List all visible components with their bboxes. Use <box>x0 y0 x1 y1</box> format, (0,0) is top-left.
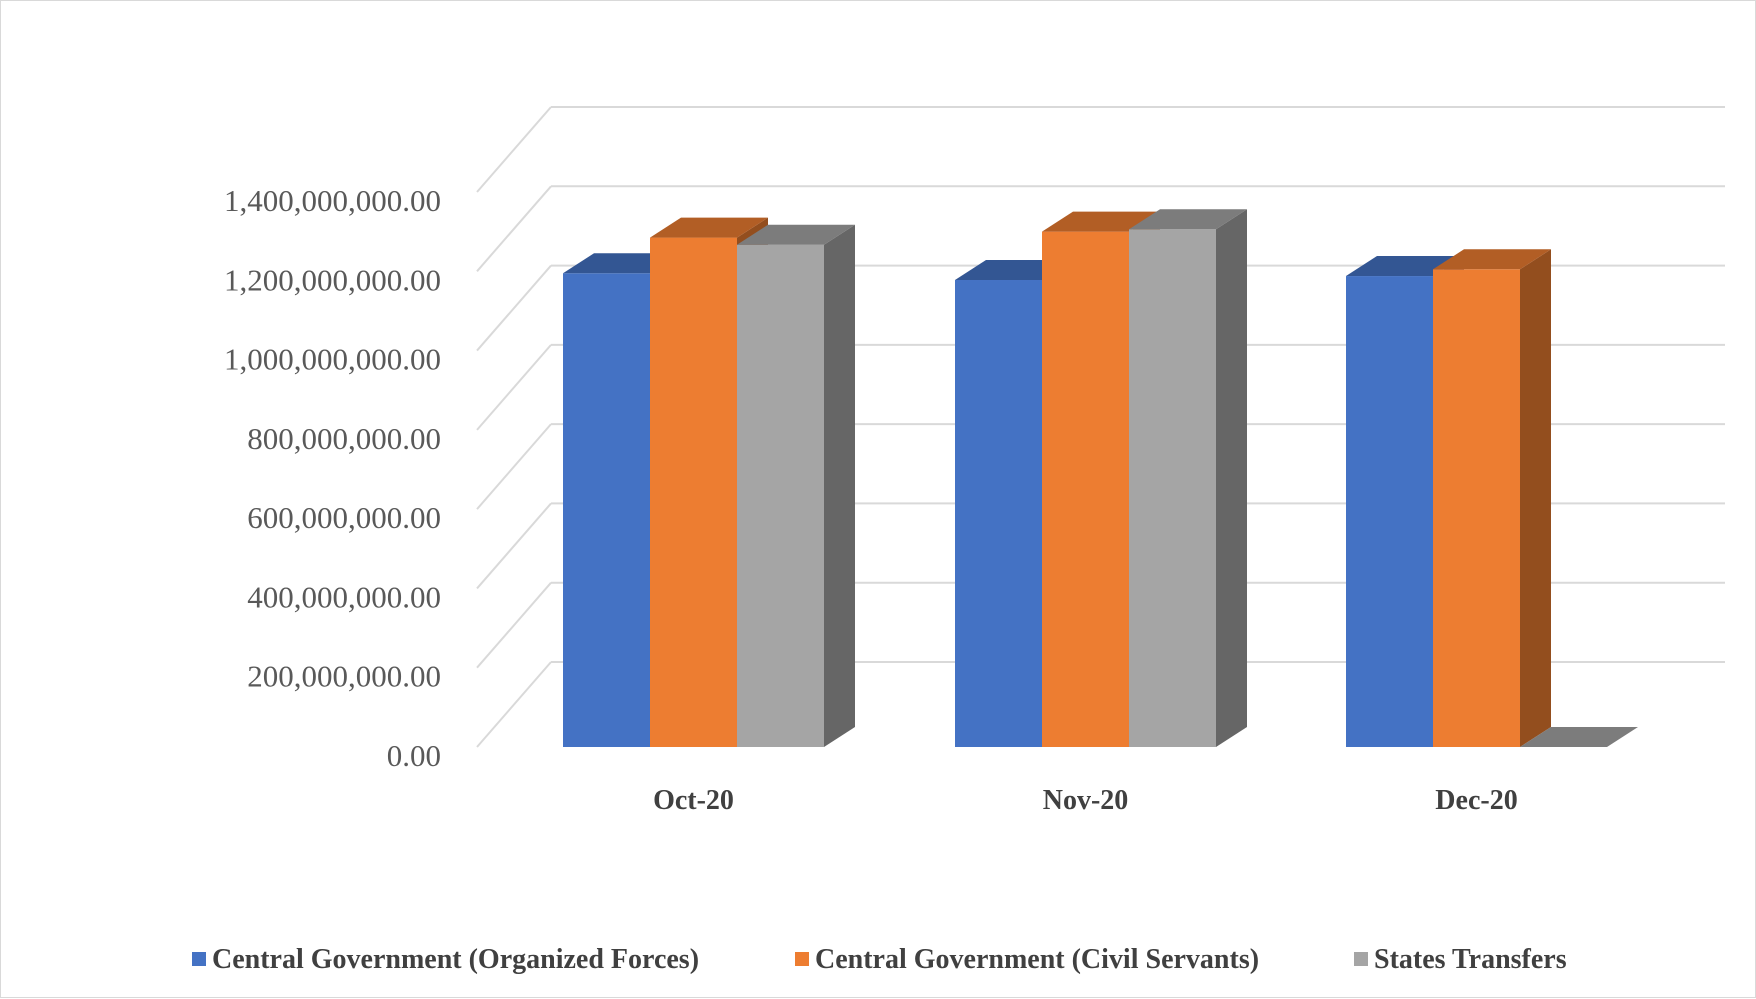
bar-front <box>1042 231 1129 748</box>
gridline-side <box>476 106 552 193</box>
y-tick-label: 600,000,000.00 <box>247 500 441 535</box>
bar-side <box>1520 249 1551 747</box>
x-tick-label: Dec-20 <box>1435 785 1517 816</box>
y-tick-label: 1,000,000,000.00 <box>224 342 441 377</box>
bar-side <box>1216 209 1247 747</box>
y-axis-ticks: 0.00 200,000,000.00 400,000,000.00 600,000,… <box>224 183 441 773</box>
bar-front <box>737 244 824 747</box>
legend: Central Government (Organized Forces) Cen… <box>192 944 1567 975</box>
bars <box>563 209 1638 748</box>
y-tick-label: 1,400,000,000.00 <box>224 183 441 218</box>
legend-swatch <box>795 952 809 966</box>
gridline-side <box>476 423 552 510</box>
x-tick-label: Oct-20 <box>653 785 734 816</box>
bar-front <box>1129 229 1216 747</box>
bar-front <box>650 237 737 747</box>
gridline-side <box>476 185 552 272</box>
bar-front <box>1433 269 1520 747</box>
bar-top <box>1129 209 1247 230</box>
legend-label: Central Government (Organized Forces) <box>212 944 699 975</box>
y-tick-label: 0.00 <box>387 738 441 773</box>
bar <box>737 224 855 748</box>
x-axis-ticks: Oct-20 Nov-20 Dec-20 <box>653 785 1518 816</box>
bar-top <box>1520 727 1638 747</box>
bar <box>1520 727 1638 747</box>
bar-front <box>955 280 1042 747</box>
legend-item: States Transfers <box>1354 944 1567 975</box>
bar <box>1129 209 1247 747</box>
bar-top <box>737 224 855 245</box>
bar-top <box>1042 211 1160 232</box>
legend-item: Central Government (Civil Servants) <box>795 944 1259 975</box>
legend-label: States Transfers <box>1374 944 1567 975</box>
x-tick-label: Nov-20 <box>1043 785 1129 816</box>
gridline-side <box>476 344 552 431</box>
bar-top <box>1433 249 1551 270</box>
gridline-side <box>476 264 552 352</box>
bar-front <box>563 273 650 747</box>
bar-front <box>1346 276 1433 747</box>
legend-swatch <box>192 952 206 966</box>
y-tick-label: 1,200,000,000.00 <box>224 262 441 297</box>
legend-swatch <box>1354 952 1368 966</box>
gridline-side <box>476 582 552 669</box>
y-tick-label: 200,000,000.00 <box>247 659 441 694</box>
legend-item: Central Government (Organized Forces) <box>192 944 699 975</box>
y-tick-label: 400,000,000.00 <box>247 579 441 614</box>
bar-side <box>824 224 855 748</box>
bar <box>1433 249 1551 747</box>
gridline-side <box>476 502 552 590</box>
gridline-side <box>476 661 552 748</box>
y-tick-label: 800,000,000.00 <box>247 421 441 456</box>
legend-label: Central Government (Civil Servants) <box>815 944 1259 975</box>
bar-top <box>650 217 768 238</box>
